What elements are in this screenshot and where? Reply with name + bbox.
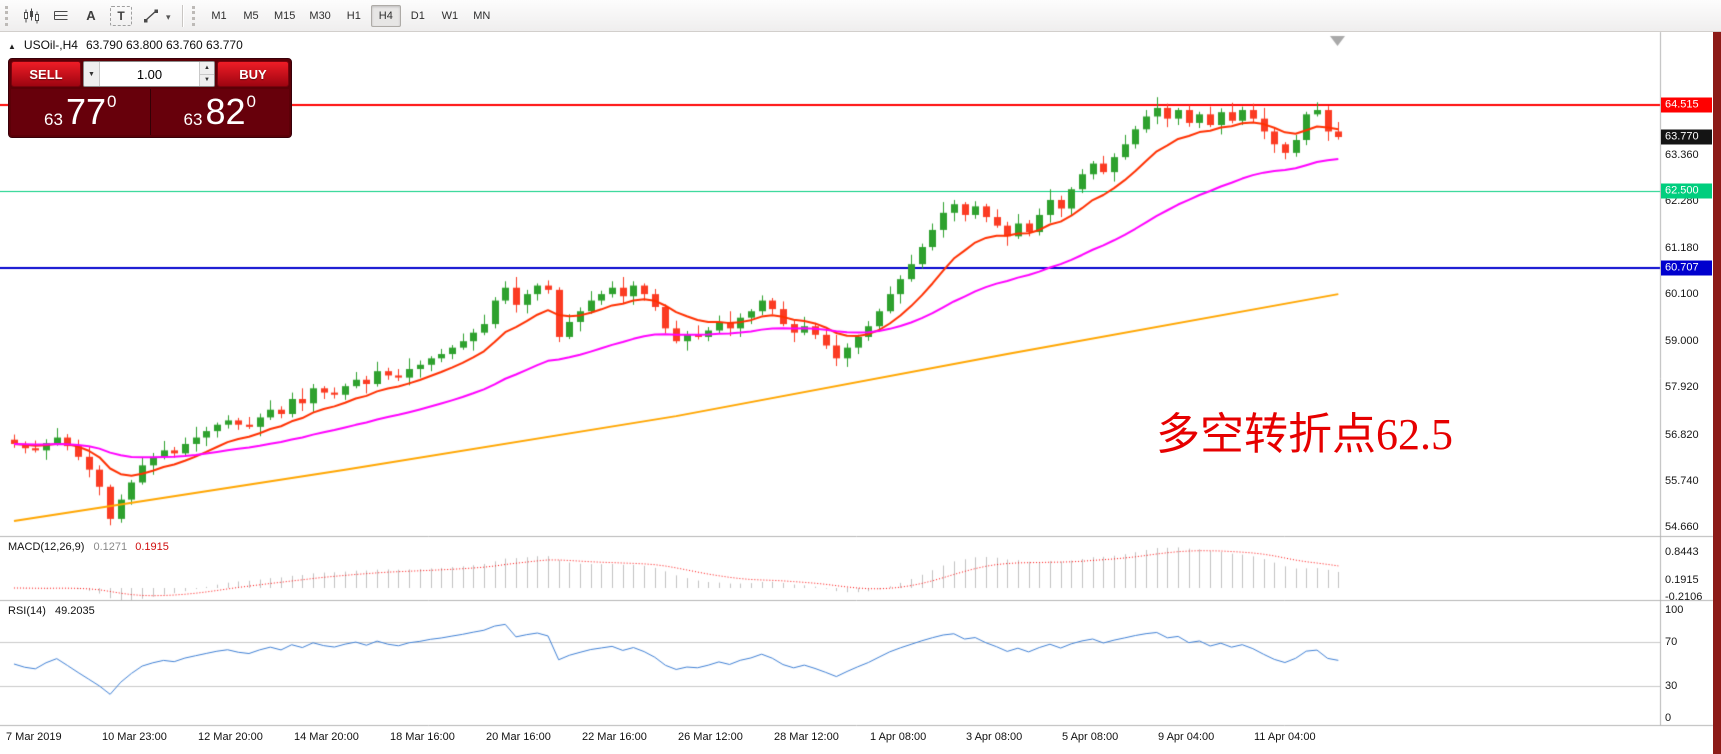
ask-digits: 82: [205, 91, 246, 132]
time-axis-label: 7 Mar 2019: [6, 731, 62, 743]
time-axis-label: 10 Mar 23:00: [102, 731, 167, 743]
time-axis-label: 9 Apr 04:00: [1158, 731, 1215, 743]
volume-input[interactable]: [100, 62, 199, 86]
buy-button[interactable]: BUY: [217, 61, 289, 87]
rsi-axis-label: 30: [1665, 679, 1678, 692]
time-axis-label: 18 Mar 16:00: [390, 731, 455, 743]
time-axis-label: 28 Mar 12:00: [774, 731, 839, 743]
bid-ask-display: 63 77 0 63 82 0: [11, 89, 289, 135]
timeframe-h1[interactable]: H1: [346, 9, 361, 22]
time-axis-label: 1 Apr 08:00: [870, 731, 927, 743]
timeframe-d1[interactable]: D1: [410, 9, 425, 22]
timeframe-toolbar-grip[interactable]: [192, 5, 198, 26]
collapse-panel-icon[interactable]: [8, 38, 16, 52]
price-axis[interactable]: 63.360 62.280 61.180 60.100 59.000 57.920 56.8…: [1660, 0, 1713, 754]
macd-value-signal: 0.1915: [135, 541, 169, 553]
trade-controls-row: SELL BUY: [11, 61, 289, 87]
rsi-title: RSI(14): [8, 605, 46, 617]
toolbar: AT M1 M5 M15 M30 H1 H4 D1 W1 MN: [0, 0, 1721, 32]
chart-annotation-text[interactable]: 多空转折点62.5: [1156, 410, 1453, 459]
price-badge-62.500: 62.500: [1661, 183, 1712, 199]
price-axis-label: 56.820: [1665, 428, 1699, 441]
price-axis-label: 60.100: [1665, 288, 1699, 301]
ask-price: 63 82 0: [151, 89, 290, 135]
macd-value-main: 0.1271: [93, 541, 128, 553]
window-edge-strip: [1713, 32, 1721, 754]
ask-sup: 0: [246, 92, 256, 111]
price-axis-label: 59.000: [1665, 335, 1699, 348]
time-axis-label: 5 Apr 08:00: [1062, 731, 1119, 743]
timeframe-group: M1 M5 M15 M30 H1 H4 D1 W1 MN: [203, 4, 498, 27]
ohlc-values: 63.790 63.800 63.760 63.770: [85, 38, 243, 52]
macd-axis-label: -0.2106: [1665, 590, 1703, 603]
text-box-icon[interactable]: T: [110, 5, 132, 26]
sell-button[interactable]: SELL: [11, 61, 81, 87]
bid-sup: 0: [107, 92, 117, 111]
symbol-period-label: USOil-,H4: [23, 38, 78, 52]
toolbar-grip[interactable]: [5, 5, 11, 26]
time-axis-label: 11 Apr 04:00: [1254, 731, 1316, 743]
timeframe-m15[interactable]: M15: [274, 9, 296, 22]
volume-dropdown-icon[interactable]: [84, 62, 100, 86]
chart-lines-icon[interactable]: [48, 4, 74, 28]
volume-up-icon[interactable]: [200, 62, 214, 75]
rsi-axis-label: 0: [1665, 711, 1672, 724]
current-price-badge: 63.770: [1661, 129, 1712, 145]
timeframe-mn[interactable]: MN: [473, 9, 491, 22]
timeframe-w1[interactable]: W1: [441, 9, 459, 22]
bid-prefix: 63: [44, 110, 63, 129]
macd-title: MACD(12,26,9): [8, 541, 85, 553]
price-badge-60.707: 60.707: [1661, 260, 1712, 276]
ask-prefix: 63: [183, 110, 203, 129]
volume-stepper: [199, 62, 214, 86]
macd-axis-label: 0.8443: [1665, 545, 1699, 558]
timeframe-h4[interactable]: H4: [370, 4, 401, 27]
new-chart-icon[interactable]: [18, 4, 44, 28]
time-axis[interactable]: 7 Mar 2019 10 Mar 23:00 12 Mar 20:00 14 Mar…: [0, 726, 1660, 754]
chart-header: USOil-,H4 63.790 63.800 63.760 63.770: [8, 38, 243, 52]
toolbar-separator: [182, 4, 183, 27]
time-axis-label: 22 Mar 16:00: [582, 731, 647, 743]
timeframe-m1[interactable]: M1: [211, 9, 227, 22]
price-badge-64.515: 64.515: [1661, 97, 1712, 113]
drawing-tools-caret-icon[interactable]: [166, 7, 176, 25]
rsi-axis-label: 100: [1665, 603, 1684, 616]
one-click-trading-panel: SELL BUY 63 77 0 63 82 0: [8, 58, 292, 138]
time-axis-label: 20 Mar 16:00: [486, 731, 551, 743]
volume-control: [83, 61, 215, 87]
time-axis-label: 14 Mar 20:00: [294, 731, 359, 743]
text-label-icon[interactable]: A: [86, 8, 96, 23]
price-axis-label: 63.360: [1665, 148, 1699, 161]
macd-axis-label: 0.1915: [1665, 573, 1699, 586]
rsi-indicator-label: RSI(14) 49.2035: [8, 605, 95, 617]
rsi-value: 49.2035: [54, 605, 95, 617]
bid-price: 63 77 0: [11, 89, 151, 135]
rsi-axis-label: 70: [1665, 636, 1678, 649]
macd-indicator-label: MACD(12,26,9) 0.1271 0.1915: [8, 541, 169, 553]
time-axis-label: 12 Mar 20:00: [198, 731, 263, 743]
price-axis-label: 55.740: [1665, 474, 1699, 487]
drawing-tools-icon[interactable]: [138, 4, 164, 28]
price-axis-label: 61.180: [1665, 241, 1699, 254]
time-axis-label: 26 Mar 12:00: [678, 731, 743, 743]
timeframe-m5[interactable]: M5: [243, 9, 259, 22]
price-axis-label: 57.920: [1665, 381, 1699, 394]
price-axis-label: 54.660: [1665, 521, 1699, 533]
time-axis-label: 3 Apr 08:00: [966, 731, 1023, 743]
volume-down-icon[interactable]: [200, 74, 214, 86]
bid-digits: 77: [65, 91, 106, 132]
timeframe-m30[interactable]: M30: [309, 9, 331, 22]
